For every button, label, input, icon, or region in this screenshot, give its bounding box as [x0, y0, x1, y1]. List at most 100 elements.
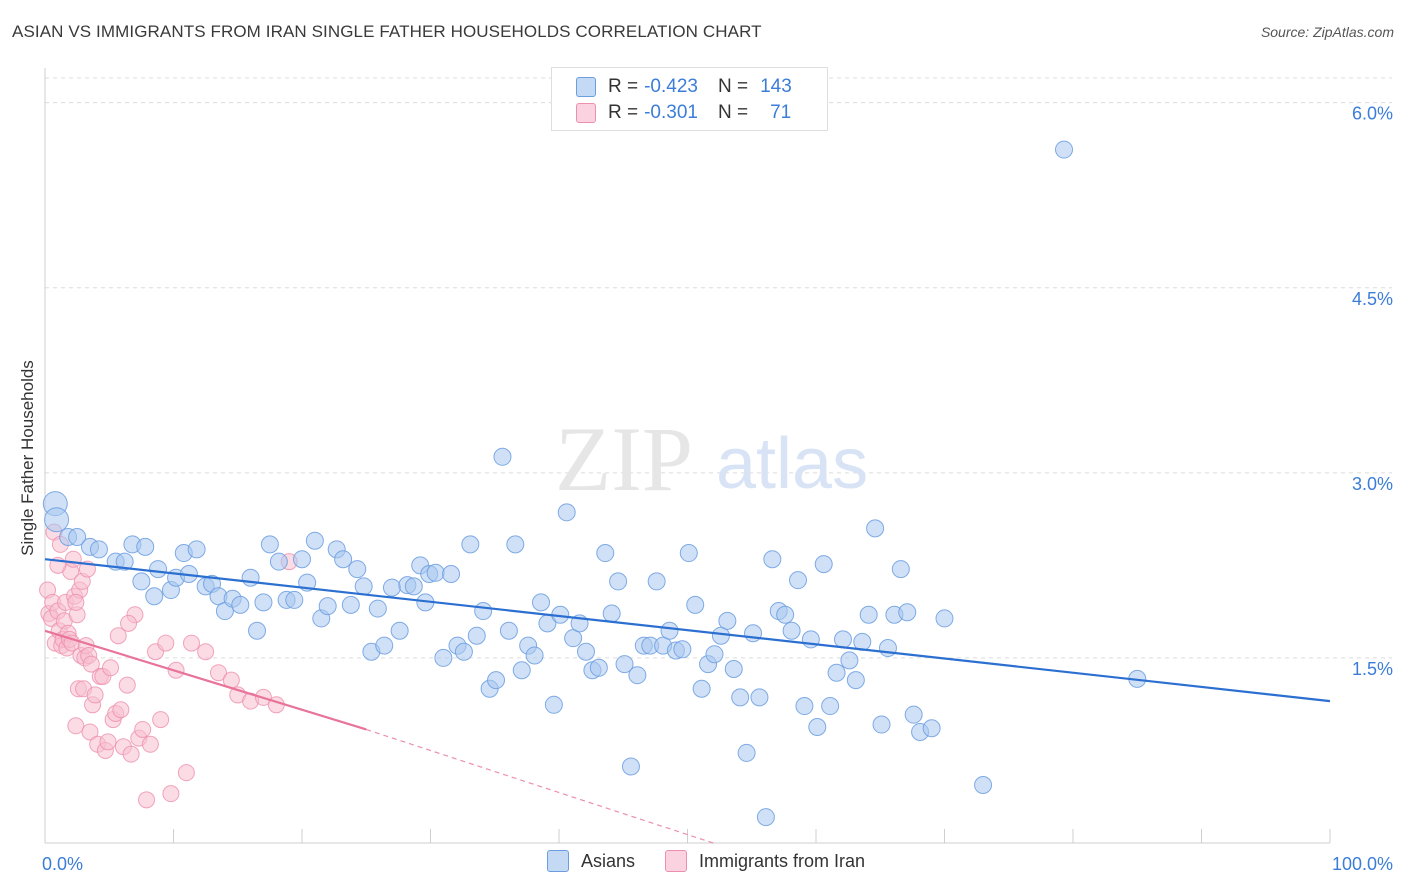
iran-point	[86, 686, 104, 704]
asian-point	[922, 719, 941, 738]
asian-point	[532, 593, 551, 612]
source-label: Source: ZipAtlas.com	[1260, 24, 1394, 40]
asian-point	[935, 609, 954, 628]
asian-points	[42, 140, 1147, 827]
x-tick-label: 100.0%	[1332, 854, 1393, 874]
asian-point	[390, 621, 409, 640]
legend-r-value: -0.301	[644, 102, 698, 123]
asian-point	[686, 595, 705, 614]
asian-point	[231, 595, 250, 614]
asian-point	[750, 688, 769, 707]
y-axis-label: Single Father Households	[18, 360, 37, 556]
asian-point	[891, 560, 910, 579]
iran-point	[162, 785, 180, 803]
asian-point	[737, 743, 756, 762]
asian-point	[705, 645, 724, 664]
asian-point	[731, 688, 750, 707]
iran-point	[152, 711, 170, 729]
asian-point	[89, 540, 108, 559]
y-tick-label: 3.0%	[1352, 474, 1393, 494]
x-tick-label: 0.0%	[42, 854, 83, 874]
iran-point	[209, 664, 227, 682]
asian-point	[827, 663, 846, 682]
asian-point	[341, 595, 360, 614]
asian-point	[679, 544, 698, 563]
asian-point	[506, 535, 525, 554]
watermark: ZIP atlas	[555, 408, 868, 510]
asian-point	[808, 718, 827, 737]
legend-iran-label: Immigrants from Iran	[699, 850, 866, 871]
y-tick-label: 4.5%	[1352, 289, 1393, 309]
asian-point	[487, 671, 506, 690]
asian-point	[132, 572, 151, 591]
asian-point	[348, 560, 367, 579]
asian-point	[589, 658, 608, 677]
asian-point	[115, 552, 134, 571]
iran-point	[120, 614, 138, 632]
asian-point	[898, 603, 917, 622]
asian-point	[821, 697, 840, 716]
iran-point	[182, 634, 200, 652]
asian-point	[789, 571, 808, 590]
asian-point	[434, 648, 453, 667]
asian-point	[609, 572, 628, 591]
asian-point	[334, 550, 353, 569]
asian-point	[467, 626, 486, 645]
asian-point	[187, 540, 206, 559]
asian-point	[756, 808, 775, 827]
asian-point	[544, 695, 563, 714]
asian-point	[795, 697, 814, 716]
asian-point	[145, 587, 164, 606]
iran-point	[82, 655, 100, 673]
asian-point	[692, 679, 711, 698]
asian-point	[474, 602, 493, 621]
iran-point	[67, 717, 85, 735]
asian-point	[557, 503, 576, 522]
asian-point	[404, 577, 423, 596]
asian-point	[904, 705, 923, 724]
legend-row-asians: R = -0.423 N = 143	[576, 75, 792, 99]
asian-point	[859, 605, 878, 624]
legend-n-label: N =	[717, 102, 749, 123]
y-tick-label: 6.0%	[1352, 104, 1393, 124]
tick-labels: 1.5% 3.0% 4.5% 6.0% 0.0% 100.0%	[42, 104, 1393, 874]
correlation-legend: R = -0.423 N = 143 R = -0.301 N = 71	[551, 67, 828, 131]
iran-point	[64, 550, 82, 568]
watermark-atlas: atlas	[716, 424, 868, 504]
asian-point	[426, 563, 445, 582]
iran-point	[197, 643, 215, 661]
legend-n-value: 71	[770, 102, 792, 123]
legend-r-label: R =	[608, 76, 639, 97]
asian-point	[846, 671, 865, 690]
iran-point	[67, 593, 85, 611]
asian-point	[293, 550, 311, 569]
iran-point	[102, 659, 120, 677]
iran-trend-line	[44, 629, 367, 731]
asian-point	[493, 447, 512, 466]
legend-item-asians[interactable]: Asians	[547, 850, 635, 872]
asian-point	[382, 578, 401, 597]
asian-point	[318, 597, 337, 616]
asian-point	[305, 531, 324, 550]
iran-point	[138, 791, 156, 809]
asian-point	[285, 590, 304, 609]
iran-point	[99, 733, 117, 751]
asian-point	[368, 599, 387, 618]
asian-point	[269, 552, 288, 571]
legend-item-iran[interactable]: Immigrants from Iran	[665, 850, 865, 872]
asian-point	[596, 544, 615, 563]
watermark-zip: ZIP	[555, 408, 693, 510]
iran-swatch	[576, 103, 596, 123]
asian-point	[647, 572, 666, 591]
asian-point	[660, 621, 679, 640]
iran-point	[134, 720, 152, 738]
y-tick-label: 1.5%	[1352, 659, 1393, 679]
chart-title: ASIAN VS IMMIGRANTS FROM IRAN SINGLE FAT…	[12, 22, 762, 41]
iran-point	[141, 735, 159, 753]
asian-point	[136, 537, 155, 556]
iran-point	[81, 723, 99, 741]
asian-point	[525, 646, 544, 665]
iran-points	[39, 523, 298, 809]
asian-point	[872, 715, 891, 734]
asian-point	[576, 642, 595, 661]
